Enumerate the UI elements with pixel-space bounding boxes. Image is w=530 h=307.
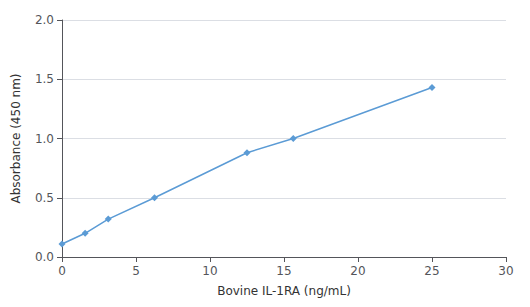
svg-text:2.0: 2.0: [35, 13, 54, 27]
svg-text:Bovine IL-1RA (ng/mL): Bovine IL-1RA (ng/mL): [217, 284, 351, 298]
svg-text:1.0: 1.0: [35, 132, 54, 146]
svg-text:0.5: 0.5: [35, 191, 54, 205]
svg-text:Absorbance (450 nm): Absorbance (450 nm): [9, 73, 23, 203]
svg-text:0.0: 0.0: [35, 250, 54, 264]
svg-text:1.5: 1.5: [35, 72, 54, 86]
svg-text:15: 15: [276, 264, 291, 278]
svg-text:10: 10: [202, 264, 217, 278]
svg-text:25: 25: [424, 264, 439, 278]
svg-text:20: 20: [350, 264, 365, 278]
svg-text:30: 30: [498, 264, 513, 278]
svg-text:0: 0: [58, 264, 66, 278]
svg-text:5: 5: [132, 264, 140, 278]
